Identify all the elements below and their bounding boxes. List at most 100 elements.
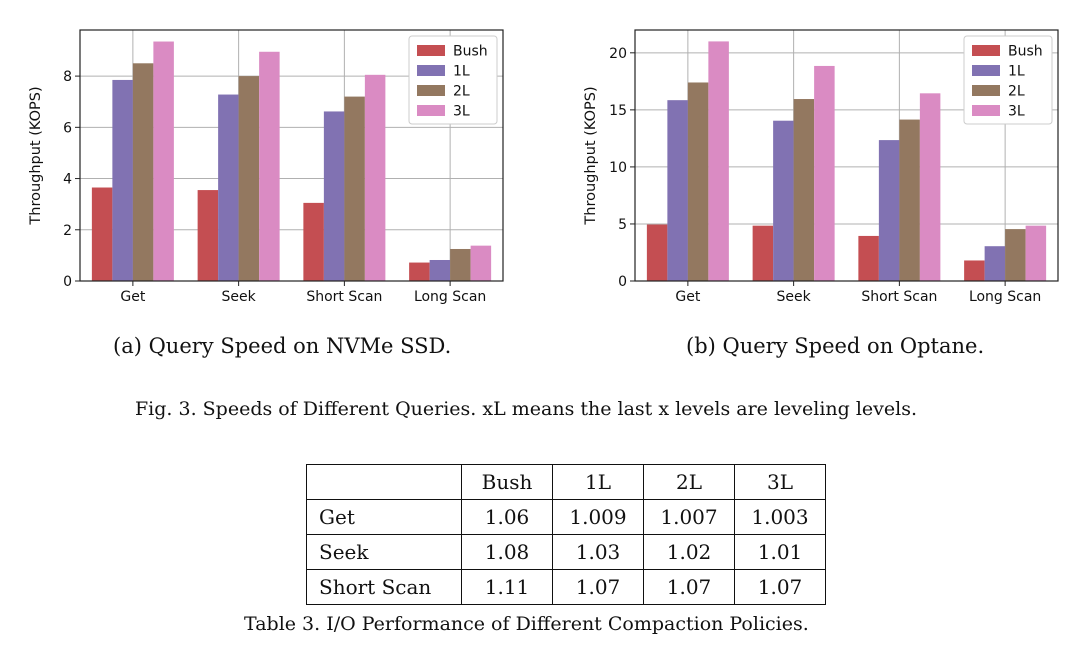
table-cell: 1.009 <box>552 499 644 535</box>
bar-Bush-get <box>646 224 668 281</box>
y-tick-label: 20 <box>609 46 627 62</box>
y-tick-label: 6 <box>63 120 72 136</box>
table-header-row: Bush 1L 2L 3L <box>306 464 826 500</box>
bar-1L-short-scan <box>878 140 900 281</box>
bar-1L-seek <box>773 120 794 281</box>
bar-3L-get <box>708 41 729 282</box>
y-axis-label: Throughput (KOPS) <box>583 86 599 225</box>
table-header-cell: Bush <box>461 464 553 500</box>
legend-swatch <box>972 105 1000 116</box>
plot-frame <box>79 29 504 282</box>
y-tick-label: 15 <box>609 103 627 119</box>
chart-optane: 0 5 10 15 20 Get Seek Short Scan Long Scan Throug… <box>583 29 1059 305</box>
legend-label: Bush <box>1008 44 1043 60</box>
table-cell: 1.07 <box>552 569 644 605</box>
table-cell: 1.07 <box>734 569 826 605</box>
bar-2L-short-scan <box>899 119 920 281</box>
legend-box <box>408 35 498 125</box>
y-tick-label: 2 <box>63 223 72 239</box>
bar-2L-short-scan <box>344 96 365 282</box>
bar-Bush-get <box>91 187 113 281</box>
table-header-cell: 3L <box>734 464 826 500</box>
legend-label: Bush <box>453 44 488 60</box>
bar-1L-short-scan <box>323 111 345 282</box>
legend-box <box>963 35 1053 125</box>
x-tick-label: Short Scan <box>306 289 382 305</box>
bar-3L-short-scan <box>364 74 386 281</box>
io-performance-table: Bush 1L 2L 3L Get 1.06 1.009 1.007 1.003… <box>306 464 826 605</box>
legend-label: 3L <box>453 104 470 120</box>
x-tick-label: Long Scan <box>414 289 486 305</box>
bar-Bush-short-scan <box>303 202 324 281</box>
legend-swatch <box>972 45 1000 56</box>
bar-3L-short-scan <box>919 93 941 281</box>
y-tick-label: 5 <box>618 217 627 233</box>
legend-label: 1L <box>1008 64 1025 80</box>
bar-Bush-seek <box>752 225 774 281</box>
y-tick-label: 4 <box>63 172 72 188</box>
x-tick-label: Get <box>120 289 145 305</box>
bar-1L-seek <box>218 94 239 282</box>
subcaption-b: (b) Query Speed on Optane. <box>686 334 985 358</box>
table-row: Short Scan 1.11 1.07 1.07 1.07 <box>306 569 826 605</box>
y-tick-label: 0 <box>618 274 627 290</box>
table-cell: 1.03 <box>552 534 644 570</box>
bar-1L-long-scan <box>429 259 451 281</box>
table-row-label: Seek <box>306 534 462 570</box>
bar-2L-get <box>687 82 709 282</box>
bar-Bush-seek <box>197 190 219 281</box>
table-row-label: Get <box>306 499 462 535</box>
bar-1L-long-scan <box>984 246 1006 281</box>
legend-swatch <box>972 85 1000 96</box>
table-row: Seek 1.08 1.03 1.02 1.01 <box>306 534 826 570</box>
table-cell: 1.01 <box>734 534 826 570</box>
bar-3L-long-scan <box>1025 225 1047 281</box>
bar-Bush-long-scan <box>964 260 985 281</box>
legend-label: 2L <box>1008 84 1025 100</box>
bar-2L-long-scan <box>1005 229 1026 281</box>
table-cell: 1.08 <box>461 534 553 570</box>
x-tick-label: Long Scan <box>969 289 1041 305</box>
chart-nvme-ssd: 0 2 4 6 8 Get Seek Short Scan Long Scan Throughpu… <box>28 29 504 305</box>
bar-2L-seek <box>793 99 815 282</box>
bar-3L-seek <box>814 65 835 282</box>
table-header-cell: 2L <box>643 464 735 500</box>
table-cell: 1.02 <box>643 534 735 570</box>
bar-1L-get <box>667 100 688 281</box>
table-cell: 1.11 <box>461 569 553 605</box>
bar-2L-seek <box>238 76 260 281</box>
plot-frame <box>634 29 1059 282</box>
bar-2L-get <box>132 63 154 282</box>
table-caption: Table 3. I/O Performance of Different Co… <box>244 613 809 635</box>
y-tick-label: 10 <box>609 160 627 176</box>
legend-swatch <box>972 65 1000 76</box>
bar-Bush-short-scan <box>858 235 879 281</box>
y-tick-label: 0 <box>63 274 72 290</box>
table-cell: 1.07 <box>643 569 735 605</box>
legend-label: 1L <box>453 64 470 80</box>
legend-swatch <box>417 65 445 76</box>
table-cell: 1.06 <box>461 499 553 535</box>
table-header-cell: 1L <box>552 464 644 500</box>
bar-1L-get <box>112 79 133 281</box>
bar-3L-seek <box>259 51 280 281</box>
x-tick-label: Seek <box>222 289 257 305</box>
y-tick-label: 8 <box>63 69 72 85</box>
table-row-label: Short Scan <box>306 569 462 605</box>
bar-Bush-long-scan <box>409 262 430 281</box>
bar-3L-get <box>153 41 174 281</box>
legend-swatch <box>417 105 445 116</box>
table-cell: 1.007 <box>643 499 735 535</box>
x-tick-label: Short Scan <box>861 289 937 305</box>
x-tick-label: Get <box>675 289 700 305</box>
y-axis-label: Throughput (KOPS) <box>28 86 44 225</box>
figure-caption: Fig. 3. Speeds of Different Queries. xL … <box>135 398 918 420</box>
table-header-cell <box>306 464 462 500</box>
legend-swatch <box>417 45 445 56</box>
table-cell: 1.003 <box>734 499 826 535</box>
subcaption-a: (a) Query Speed on NVMe SSD. <box>113 334 452 358</box>
bar-2L-long-scan <box>450 248 471 281</box>
table-row: Get 1.06 1.009 1.007 1.003 <box>306 499 826 535</box>
legend-label: 3L <box>1008 104 1025 120</box>
